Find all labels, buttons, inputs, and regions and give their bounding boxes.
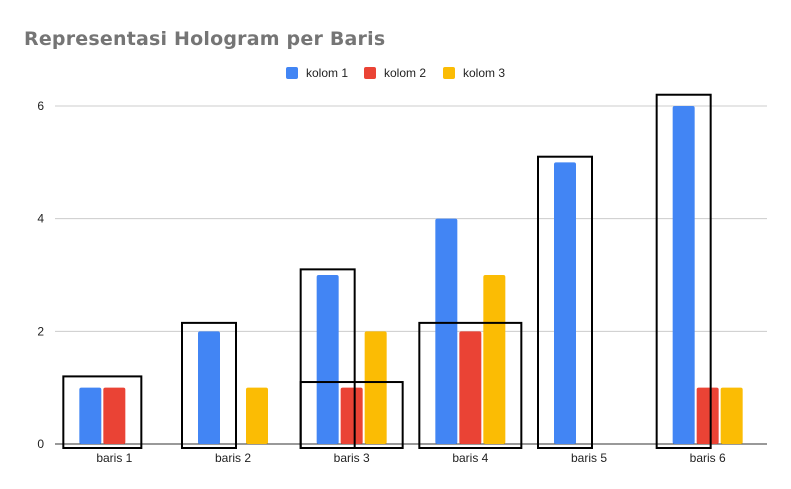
highlight-box	[655, 93, 712, 449]
bar	[316, 275, 339, 444]
bar	[554, 162, 576, 445]
legend-label-kolom-1: kolom 1	[306, 66, 349, 80]
bar	[696, 387, 719, 444]
highlight-box	[62, 375, 143, 449]
legend-swatch-kolom-1	[286, 67, 298, 79]
x-tick-label: baris 3	[334, 451, 370, 465]
bar	[103, 387, 126, 444]
legend-item-kolom-2[interactable]: kolom 2	[364, 66, 426, 80]
y-tick-label: 2	[37, 324, 44, 338]
chart-title: Representasi Hologram per Baris	[24, 28, 386, 50]
x-tick-label: baris 2	[215, 451, 251, 465]
x-tick-label: baris 5	[571, 451, 607, 465]
x-tick-label: baris 6	[690, 451, 726, 465]
legend-label-kolom-2: kolom 2	[384, 66, 427, 80]
bar	[340, 387, 363, 444]
legend-item-kolom-1[interactable]: kolom 1	[286, 66, 348, 80]
bar	[435, 218, 458, 444]
bar	[79, 387, 102, 444]
highlight-box	[181, 321, 237, 449]
highlight-box	[537, 155, 593, 449]
y-tick-label: 6	[37, 99, 44, 113]
highlight-box	[418, 321, 523, 449]
legend-item-kolom-3[interactable]: kolom 3	[443, 66, 505, 80]
legend-swatch-kolom-2	[364, 67, 376, 79]
bar	[459, 331, 482, 444]
bar	[483, 275, 506, 444]
chart-legend: kolom 1 kolom 2 kolom 3	[0, 66, 791, 86]
x-tick-label: baris 4	[452, 451, 488, 465]
highlight-box	[299, 381, 404, 449]
bar	[198, 331, 220, 444]
y-tick-label: 0	[37, 437, 44, 451]
legend-swatch-kolom-3	[443, 67, 455, 79]
x-tick-label: baris 1	[96, 451, 132, 465]
bar	[720, 387, 743, 444]
bar	[246, 387, 268, 444]
y-tick-label: 4	[37, 212, 44, 226]
bar	[672, 106, 695, 444]
legend-label-kolom-3: kolom 3	[463, 66, 506, 80]
bar	[364, 331, 387, 444]
